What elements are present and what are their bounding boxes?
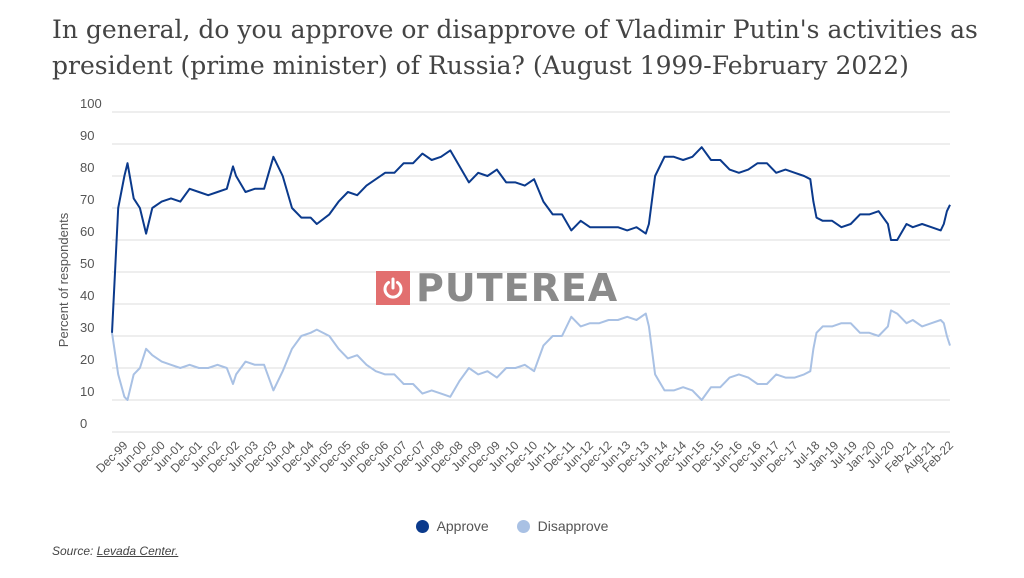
y-tick-label: 80 — [80, 160, 94, 175]
legend-item-approve[interactable]: Approve — [415, 518, 489, 534]
legend: Approve Disapprove — [0, 518, 1024, 536]
y-tick-label: 20 — [80, 352, 94, 367]
y-axis-ticks: 0 10 20 30 40 50 60 70 80 90 100 — [80, 96, 102, 431]
disapprove-swatch — [516, 519, 530, 533]
y-tick-label: 60 — [80, 224, 94, 239]
legend-label-approve: Approve — [436, 518, 489, 534]
source-link[interactable]: Levada Center. — [96, 544, 179, 558]
y-tick-label: 40 — [80, 288, 94, 303]
y-tick-label: 0 — [80, 416, 87, 431]
y-tick-label: 10 — [80, 384, 94, 399]
series-lines — [111, 146, 951, 401]
y-tick-label: 30 — [80, 320, 94, 335]
approve-swatch — [415, 519, 429, 533]
y-axis-label: Percent of respondents — [56, 212, 71, 347]
watermark-text: PUTEREA — [416, 266, 619, 310]
gridlines — [112, 111, 950, 433]
power-icon — [376, 271, 410, 305]
chart-title: In general, do you approve or disapprove… — [52, 15, 978, 80]
legend-label-disapprove: Disapprove — [537, 518, 609, 534]
source-prefix: Source: — [52, 544, 94, 558]
y-tick-label: 100 — [80, 96, 102, 111]
y-tick-label: 50 — [80, 256, 94, 271]
watermark: PUTEREA — [376, 268, 618, 308]
y-tick-label: 70 — [80, 192, 94, 207]
y-tick-label: 90 — [80, 128, 94, 143]
series-line-disapprove — [111, 309, 951, 401]
source-note: Source: Levada Center. — [52, 544, 178, 558]
legend-item-disapprove[interactable]: Disapprove — [516, 518, 609, 534]
series-line-approve — [111, 146, 951, 333]
x-axis-ticks: Dec-99Jun-00Dec-00Jun-01Dec-01Jun-02Dec-… — [93, 438, 956, 475]
